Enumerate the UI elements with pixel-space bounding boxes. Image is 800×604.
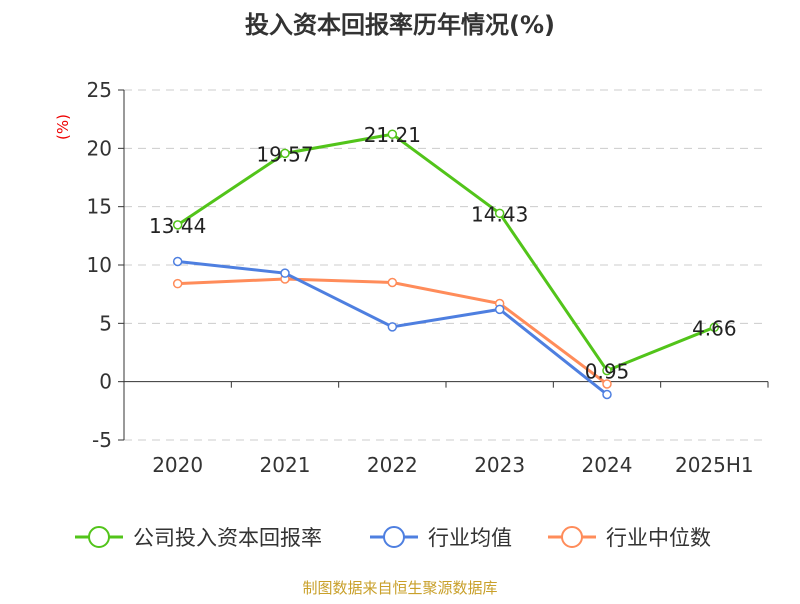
- legend-label: 公司投入资本回报率: [133, 526, 322, 550]
- x-tick-label: 2020: [152, 453, 203, 477]
- data-point: [172, 278, 183, 289]
- data-label: 19.57: [256, 142, 313, 166]
- data-point: [387, 129, 398, 139]
- data-point: [280, 148, 290, 159]
- legend-item[interactable]: 公司投入资本回报率: [75, 526, 322, 550]
- data-point: [494, 304, 505, 315]
- x-tick-label: 2021: [260, 453, 311, 477]
- series-line: [176, 132, 715, 373]
- x-tick-label: 2025H1: [675, 453, 754, 477]
- data-point: [172, 256, 183, 267]
- y-tick-label: -5: [92, 428, 112, 452]
- x-tick-label: 2024: [582, 453, 633, 477]
- data-point: [602, 389, 612, 400]
- data-point: [172, 220, 183, 230]
- y-axis-label: (%): [54, 114, 72, 140]
- data-label: 14.43: [471, 202, 528, 226]
- data-point: [709, 322, 720, 333]
- y-tick-label: 5: [99, 311, 112, 335]
- y-tick-label: 10: [87, 253, 112, 277]
- data-label: 0.95: [585, 360, 630, 384]
- legend-item[interactable]: 行业中位数: [548, 526, 711, 550]
- data-point: [387, 322, 398, 332]
- data-label: 13.44: [149, 214, 206, 238]
- chart-title: 投入资本回报率历年情况(%): [245, 11, 555, 39]
- y-tick-label: 15: [87, 195, 112, 219]
- y-tick-label: 0: [99, 370, 112, 394]
- legend-marker: [383, 526, 405, 548]
- data-point: [494, 208, 505, 219]
- x-tick-label: 2022: [367, 453, 418, 477]
- legend-marker: [88, 526, 110, 548]
- data-point: [602, 379, 612, 389]
- data-label: 21.21: [364, 123, 421, 147]
- x-tick-label: 2023: [474, 453, 525, 477]
- y-tick-label: 20: [87, 136, 112, 160]
- legend-label: 行业中位数: [606, 526, 711, 550]
- data-point: [387, 277, 398, 288]
- data-label: 4.66: [692, 316, 737, 340]
- legend-marker: [561, 526, 583, 548]
- legend-label: 行业均值: [428, 526, 512, 550]
- data-point: [602, 365, 612, 376]
- y-tick-label: 25: [87, 78, 112, 102]
- legend-item[interactable]: 行业均值: [370, 526, 512, 550]
- data-point: [280, 268, 290, 278]
- source-note: 制图数据来自恒生聚源数据库: [302, 579, 497, 597]
